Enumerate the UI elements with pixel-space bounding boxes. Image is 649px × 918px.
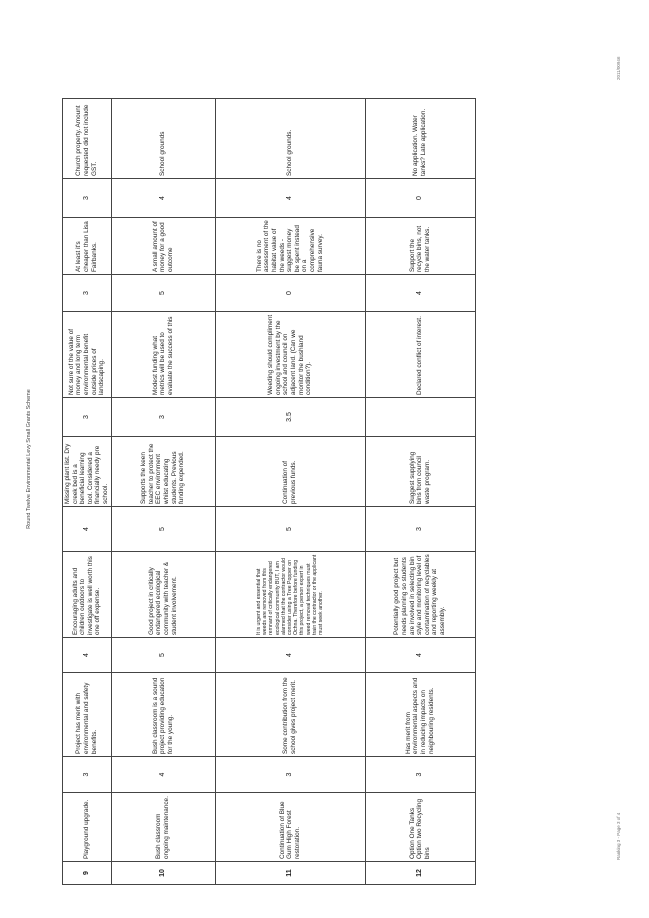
assessor-comment: At least it's cheaper than Lisa Fairbank… [62,217,112,275]
assessor-comment: Good project in critically endangered ec… [111,551,216,638]
assessor-comment: Continuation of previous funds. [215,436,366,507]
project-name: Continuation of Blue Gum High Forest res… [215,792,366,862]
assessor-score: 5 [111,506,216,552]
assessor-score: 4 [215,178,366,218]
assessor-comment: Bush classroom is a sound project provid… [111,672,216,757]
assessor-comment: A small amount of money for a good outco… [111,217,216,275]
assessor-comment: Project has merit with environmental and… [62,672,112,757]
footer-page-label: Ranking 3 - Page 3 of 4 [616,812,621,860]
item-number: 10 [111,861,216,885]
assessor-score: 5 [215,506,366,552]
assessor-comment: Supports the keen teacher to protect the… [111,436,216,507]
assessor-score: 3 [62,274,112,312]
assessor-score: 3 [215,756,366,793]
footer-reference: 2011/00946 [616,56,621,80]
item-number: 12 [365,861,476,885]
assessor-score: 3 [365,506,476,552]
project-name: Playground upgrade. [62,792,112,862]
assessor-score [365,397,476,437]
table-row: 10 Bush classroom ongoing maintenance. 4 Bu… [111,98,216,885]
assessor-score: 4 [365,637,476,673]
assessor-comment: Not sure of the value of money and long … [62,311,112,398]
assessor-comment: School grounds. [215,98,366,179]
project-name: Bush classroom ongoing maintenance. [111,792,216,862]
assessor-comment: Modest funding what metrics will be used… [111,311,216,398]
assessor-score: 3 [62,756,112,793]
assessor-comment: Encouraging adults and children outdoors… [62,551,112,638]
assessor-comment: Suggest supplying bins from council wast… [365,436,476,507]
assessor-score: 3.5 [215,397,366,437]
assessor-score: 5 [111,274,216,312]
assessor-comment: Has merit from environmental aspects and… [365,672,476,757]
assessor-comment: No application. Water tanks? Late applic… [365,98,476,179]
assessor-score: 4 [111,178,216,218]
assessor-comment: Some contribution from the school gives … [215,672,366,757]
project-name: Option One Tanks Option two Recycling bi… [365,792,476,862]
page-header: Round Twelve Environmental Levy Small Gr… [26,389,32,529]
assessor-score: 3 [62,397,112,437]
assessor-score: 4 [215,637,366,673]
table-row: 12 Option One Tanks Option two Recycling … [365,98,476,885]
item-number: 11 [215,861,366,885]
assessor-score: 3 [62,178,112,218]
assessor-score: 0 [215,274,366,312]
assessor-score: 3 [365,756,476,793]
assessor-comment: Missing plant list. Dry creek bed is a b… [62,436,112,507]
item-number: 9 [62,861,112,885]
assessor-comment: Church property. Amount requested did no… [62,98,112,179]
assessor-score: 4 [62,506,112,552]
assessment-table: 9 Playground upgrade. 3 Project has merit w… [62,98,476,885]
assessor-comment: School grounds [111,98,216,179]
assessor-comment: Potentially good project but needs plann… [365,551,476,638]
assessor-score: 4 [62,637,112,673]
assessor-comment: There is no assessment of the habitat va… [215,217,366,275]
assessor-comment: Support the recycle bins, not the water … [365,217,476,275]
assessor-score: 3 [111,397,216,437]
assessor-comment: Weeding should compliment ongoing invest… [215,311,366,398]
assessor-score: 4 [111,756,216,793]
assessor-score: 5 [111,637,216,673]
assessor-comment: Declared conflict of interest. [365,311,476,398]
assessor-comment: It is urgent and essential that weeds ar… [215,551,366,638]
assessor-score: 0 [365,178,476,218]
table-row: 11 Continuation of Blue Gum High Forest r… [215,98,366,885]
table-row: 9 Playground upgrade. 3 Project has merit w… [62,98,112,885]
assessor-score: 4 [365,274,476,312]
